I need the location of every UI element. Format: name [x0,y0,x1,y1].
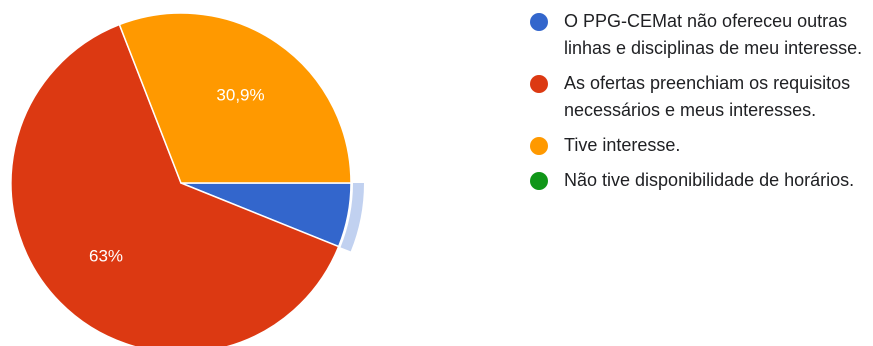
legend: O PPG-CEMat não ofereceu outras linhas e… [530,8,870,202]
slice-label-1: 63% [89,247,123,266]
legend-swatch [530,137,548,155]
legend-label: O PPG-CEMat não ofereceu outras linhas e… [564,11,863,58]
legend-label: Tive interesse. [564,135,681,155]
legend-item-1[interactable]: As ofertas preenchiam os requisitos nece… [530,70,870,124]
slice-highlight-ring [340,183,364,252]
legend-swatch [530,13,548,31]
legend-swatch [530,172,548,190]
legend-item-3[interactable]: Não tive disponibilidade de horários. [530,167,870,194]
legend-swatch [530,75,548,93]
pie-slice-2[interactable] [118,12,352,184]
pie-slice-1[interactable] [10,23,340,346]
legend-item-2[interactable]: Tive interesse. [530,132,870,159]
pie-chart: 63% 30,9% [10,12,364,346]
legend-label: Não tive disponibilidade de horários. [564,170,855,190]
legend-label: As ofertas preenchiam os requisitos nece… [564,73,851,120]
slice-label-2: 30,9% [216,85,264,104]
legend-item-0[interactable]: O PPG-CEMat não ofereceu outras linhas e… [530,8,870,62]
